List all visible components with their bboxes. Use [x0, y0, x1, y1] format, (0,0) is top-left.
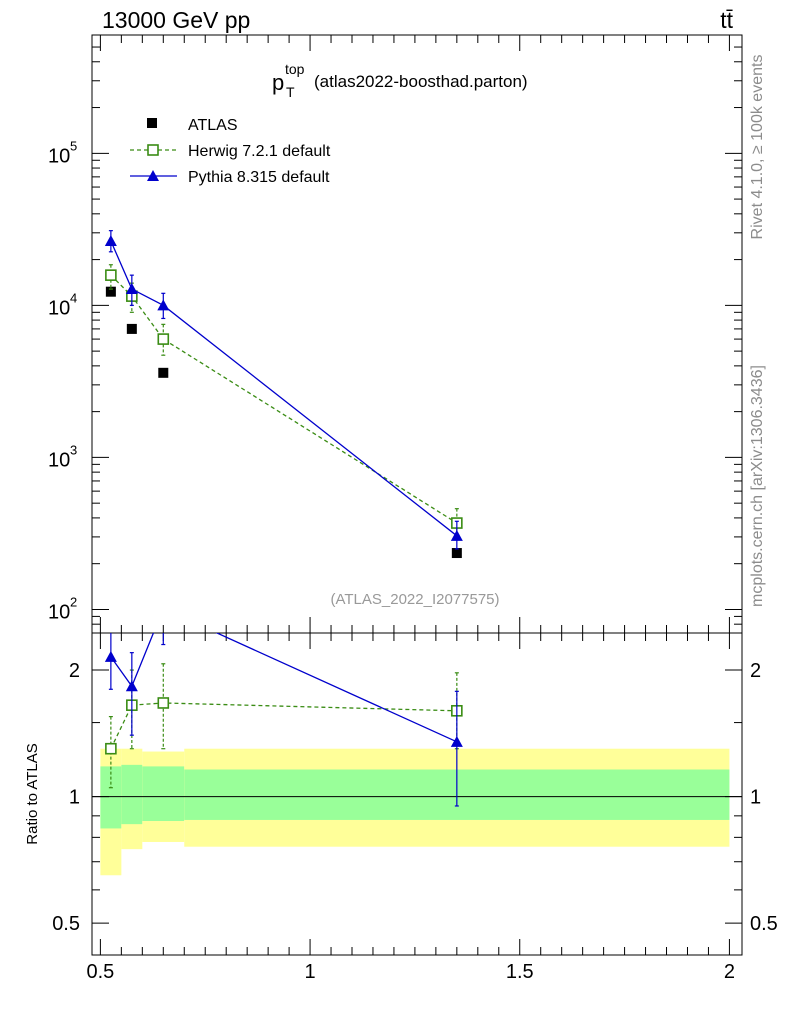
ratio-pythia-point — [157, 603, 169, 614]
process-label: tt̄ — [720, 7, 733, 33]
main-atlas-point — [451, 548, 462, 559]
plot-title-superscript: top — [285, 61, 305, 77]
ratio-y-tick-label-left: 0.5 — [52, 913, 80, 935]
ratio-y-axis-label: Ratio to ATLAS — [24, 743, 41, 844]
main-pythia-point — [125, 283, 138, 295]
ratio-band-inner — [121, 764, 143, 825]
main-y-tick-label: 10 — [48, 145, 70, 167]
ratio-band-inner — [100, 766, 122, 829]
main-y-tick-label: 10 — [48, 449, 70, 471]
plot-title-rest: (atlas2022-boosthad.parton) — [314, 72, 528, 91]
mcplots-source-label: mcplots.cern.ch [arXiv:1306.3436] — [749, 365, 766, 607]
ratio-pythia-point — [450, 735, 463, 747]
x-tick-label: 2 — [724, 961, 735, 983]
main-y-tick-label-exponent: 4 — [70, 290, 77, 305]
ratio-pythia-point — [104, 650, 117, 662]
legend: ATLAS Herwig 7.2.1 default Pythia 8.315 … — [130, 117, 331, 186]
analysis-watermark: (ATLAS_2022_I2077575) — [330, 591, 499, 608]
ratio-y-tick-label-left: 1 — [69, 787, 80, 809]
plot-title-subscript: T — [286, 84, 295, 100]
legend-atlas-label: ATLAS — [188, 117, 238, 134]
ratio-y-tick-label-right: 0.5 — [750, 913, 778, 935]
ratio-y-tick-label-left: 2 — [69, 660, 80, 682]
plot-title: p — [272, 70, 284, 95]
x-tick-label: 0.5 — [86, 961, 114, 983]
main-herwig-line — [110, 274, 458, 524]
main-pythia-line — [110, 240, 458, 537]
ratio-band-inner — [142, 766, 185, 821]
ratio-y-tick-label-right: 2 — [750, 660, 761, 682]
main-plot-series — [104, 230, 463, 559]
main-atlas-point — [105, 286, 116, 297]
ratio-plot-frame — [91, 632, 743, 956]
legend-pythia-label: Pythia 8.315 default — [188, 169, 330, 186]
main-y-tick-label: 10 — [48, 297, 70, 319]
main-pythia-point — [450, 529, 463, 541]
main-y-tick-label: 10 — [48, 601, 70, 623]
axis-ticks — [92, 34, 742, 955]
main-herwig-point — [105, 269, 117, 281]
ratio-plot-series — [104, 603, 463, 807]
legend-pythia-marker — [147, 170, 159, 181]
rivet-version-label: Rivet 4.1.0, ≥ 100k events — [749, 55, 766, 240]
energy-label: 13000 GeV pp — [102, 7, 250, 33]
legend-herwig-label: Herwig 7.2.1 default — [188, 143, 331, 160]
main-y-tick-label-exponent: 5 — [70, 138, 77, 153]
x-tick-label: 1 — [305, 961, 316, 983]
ratio-herwig-point — [105, 742, 117, 755]
main-atlas-point — [126, 323, 137, 334]
main-herwig-point — [157, 333, 170, 345]
ratio-herwig-line — [110, 702, 457, 749]
main-atlas-point — [158, 367, 169, 378]
ratio-herwig-point — [157, 697, 170, 709]
ratio-uncertainty-bands — [100, 748, 730, 876]
x-tick-label: 1.5 — [506, 961, 534, 983]
legend-atlas-marker — [147, 118, 157, 128]
main-y-tick-label-exponent: 2 — [70, 594, 77, 609]
ratio-pythia-line — [110, 633, 458, 743]
main-pythia-point — [157, 299, 170, 311]
main-y-tick-label-exponent: 3 — [70, 442, 77, 457]
ratio-pythia-point — [125, 680, 138, 692]
plot-title-main: p — [272, 70, 284, 95]
main-pythia-point — [104, 235, 117, 247]
ratio-y-tick-label-right: 1 — [750, 787, 761, 809]
legend-herwig-marker — [147, 144, 159, 156]
